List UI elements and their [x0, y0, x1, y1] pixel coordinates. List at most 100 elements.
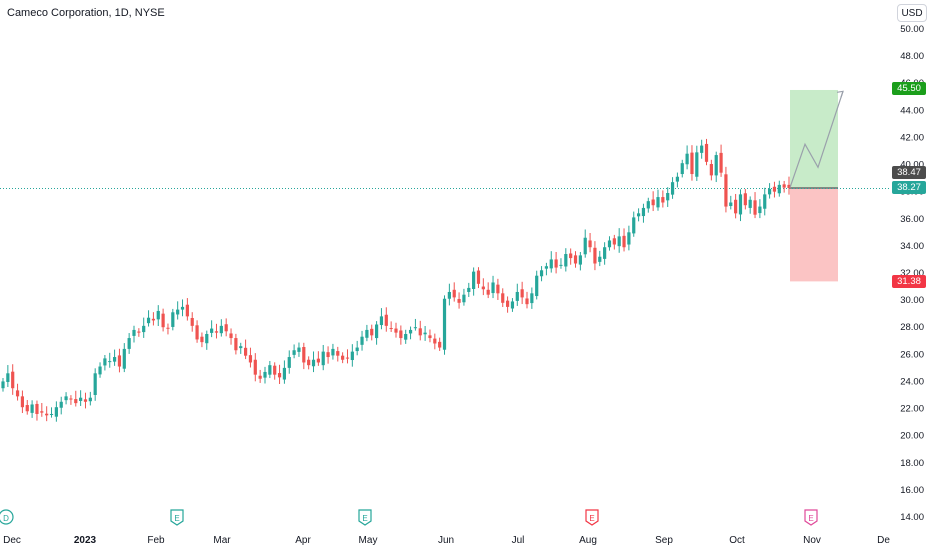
price-tick-label: 48.00: [900, 51, 924, 62]
earnings-icon: [358, 509, 372, 526]
candle-body: [457, 299, 461, 303]
candle-body: [573, 255, 578, 264]
candle-body: [496, 284, 500, 294]
candle-body: [714, 155, 718, 176]
candle-body: [112, 357, 117, 362]
time-tick-label: Dec: [3, 535, 21, 546]
candle-body: [49, 413, 54, 415]
price-tick-label: 20.00: [900, 431, 924, 442]
candle-body: [680, 163, 684, 175]
time-tick-label: Feb: [147, 535, 165, 546]
candle-body: [30, 404, 34, 413]
candle-body: [598, 256, 602, 262]
candle-body: [1, 381, 5, 389]
candle-body: [151, 318, 156, 321]
projection-arrowhead: [836, 90, 844, 98]
candle-body: [74, 399, 78, 404]
candle-body: [268, 365, 272, 375]
candle-body: [331, 348, 335, 356]
candle-body: [525, 298, 529, 305]
price-tick-label: 44.00: [900, 105, 924, 116]
candle-body: [360, 336, 364, 345]
candle-body: [224, 324, 228, 332]
candle-body: [782, 184, 786, 188]
candle-body: [263, 371, 267, 378]
candle-body: [559, 264, 563, 266]
projection-path: [789, 91, 844, 188]
candle-body: [302, 347, 306, 363]
candle-body: [539, 270, 544, 277]
candle-body: [277, 373, 282, 378]
candle-body: [161, 313, 165, 328]
candle-body: [408, 329, 413, 334]
candle-body: [35, 403, 39, 414]
candle-body: [307, 359, 311, 366]
candle-body: [734, 199, 738, 214]
chart-canvas[interactable]: [0, 0, 890, 507]
candle-body: [433, 338, 437, 344]
candle-body: [350, 351, 354, 361]
candle-body: [374, 324, 379, 339]
time-tick-label: May: [359, 535, 378, 546]
candle-body: [603, 247, 607, 259]
candle-body: [695, 152, 699, 177]
candle-body: [195, 325, 199, 340]
candle-body: [685, 153, 689, 165]
candle-body: [156, 310, 160, 320]
candle-body: [200, 336, 204, 343]
candle-body: [20, 396, 25, 408]
candle-body: [365, 329, 369, 338]
candle-body: [345, 357, 350, 359]
candle-body: [428, 335, 432, 339]
candle-body: [515, 291, 519, 301]
price-tick-label: 26.00: [900, 349, 924, 360]
target-zone: [790, 89, 838, 188]
candle-body: [476, 270, 481, 284]
candle-body: [646, 201, 650, 209]
event-label: E: [362, 514, 367, 523]
event-label: E: [589, 514, 594, 523]
candle-body: [64, 396, 68, 401]
current-price-label: 38.27: [892, 181, 926, 194]
candle-body: [418, 328, 422, 336]
candle-body: [341, 355, 345, 360]
candle-body: [146, 317, 151, 324]
candle-body: [670, 182, 675, 195]
candle-body: [704, 143, 709, 162]
candle-body: [767, 188, 772, 195]
candle-body: [729, 202, 733, 207]
candle-body: [549, 259, 553, 269]
candle-body: [389, 328, 393, 330]
candle-body: [472, 271, 476, 289]
stop-zone: [790, 187, 838, 282]
currency-button[interactable]: USD: [897, 4, 927, 22]
candle-body: [355, 347, 359, 352]
candle-body: [530, 293, 534, 304]
price-chart[interactable]: [0, 0, 890, 507]
candle-body: [554, 259, 558, 268]
candle-body: [292, 350, 296, 355]
candle-body: [564, 254, 568, 267]
time-tick-label: Apr: [295, 535, 311, 546]
candle-body: [88, 397, 92, 402]
candle-body: [763, 194, 767, 209]
candle-body: [79, 397, 83, 401]
time-tick-label: Aug: [579, 535, 597, 546]
event-label: D: [3, 514, 9, 523]
price-axis[interactable]: 14.00 16.00 18.00 20.00 22.00 24.00 26.00 28.00…: [890, 0, 932, 550]
candle-body: [214, 331, 219, 333]
candle-body: [544, 266, 549, 269]
candle-body: [316, 358, 320, 363]
candle-body: [25, 405, 29, 412]
candle-body: [622, 235, 626, 248]
time-tick-label: Jul: [512, 535, 525, 546]
price-tick-label: 14.00: [900, 512, 924, 523]
candle-body: [491, 282, 495, 294]
candle-body: [98, 366, 102, 375]
candle-body: [399, 330, 403, 339]
time-axis[interactable]: D E E E E Dec 2023 Feb Mar Apr May Jun Jul Aug Sep Oct…: [0, 507, 890, 550]
price-tick-label: 24.00: [900, 376, 924, 387]
candle-body: [311, 359, 316, 367]
candle-body: [282, 367, 287, 380]
candle-body: [787, 184, 791, 188]
